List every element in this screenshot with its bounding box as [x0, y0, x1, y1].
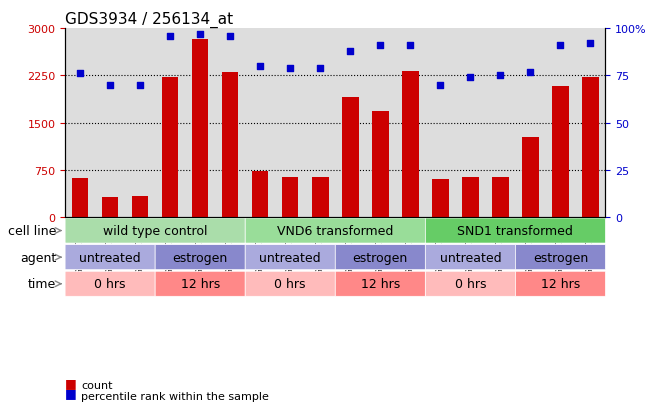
- Bar: [552, 87, 569, 218]
- Point: [435, 82, 445, 89]
- Point: [285, 65, 296, 72]
- Bar: [162, 77, 178, 218]
- Text: GDS3934 / 256134_at: GDS3934 / 256134_at: [65, 12, 233, 28]
- FancyBboxPatch shape: [425, 272, 516, 297]
- Point: [375, 43, 385, 49]
- Text: 12 hrs: 12 hrs: [180, 278, 220, 291]
- FancyBboxPatch shape: [516, 272, 605, 297]
- Bar: [132, 197, 148, 218]
- Point: [585, 41, 596, 47]
- FancyBboxPatch shape: [155, 245, 245, 270]
- Point: [75, 71, 85, 78]
- Bar: [282, 178, 299, 218]
- FancyBboxPatch shape: [65, 218, 245, 244]
- Bar: [312, 178, 329, 218]
- Text: agent: agent: [20, 251, 56, 264]
- Point: [465, 75, 475, 81]
- Text: untreated: untreated: [439, 251, 501, 264]
- Bar: [342, 98, 359, 218]
- Text: estrogen: estrogen: [173, 251, 228, 264]
- Point: [345, 48, 355, 55]
- Text: 0 hrs: 0 hrs: [275, 278, 306, 291]
- Text: untreated: untreated: [260, 251, 321, 264]
- Point: [165, 33, 175, 40]
- Text: 0 hrs: 0 hrs: [454, 278, 486, 291]
- Text: count: count: [81, 380, 113, 390]
- FancyBboxPatch shape: [516, 245, 605, 270]
- Text: untreated: untreated: [79, 251, 141, 264]
- Text: VND6 transformed: VND6 transformed: [277, 225, 393, 237]
- Bar: [72, 179, 89, 218]
- Text: wild type control: wild type control: [103, 225, 208, 237]
- FancyBboxPatch shape: [245, 272, 335, 297]
- FancyBboxPatch shape: [65, 272, 155, 297]
- Bar: [252, 172, 268, 218]
- Point: [135, 82, 145, 89]
- Text: SND1 transformed: SND1 transformed: [458, 225, 574, 237]
- Text: time: time: [28, 278, 56, 291]
- Text: percentile rank within the sample: percentile rank within the sample: [81, 391, 270, 401]
- Bar: [102, 197, 118, 218]
- Point: [555, 43, 566, 49]
- Point: [315, 65, 326, 72]
- Text: 12 hrs: 12 hrs: [361, 278, 400, 291]
- Bar: [522, 138, 538, 218]
- Bar: [462, 178, 478, 218]
- FancyBboxPatch shape: [335, 245, 425, 270]
- Point: [495, 73, 506, 79]
- Bar: [402, 72, 419, 218]
- Bar: [192, 40, 208, 218]
- Point: [255, 63, 266, 70]
- FancyBboxPatch shape: [425, 245, 516, 270]
- Text: 0 hrs: 0 hrs: [94, 278, 126, 291]
- Point: [195, 31, 206, 38]
- Text: ■: ■: [65, 387, 77, 399]
- FancyBboxPatch shape: [335, 272, 425, 297]
- Bar: [372, 112, 389, 218]
- FancyBboxPatch shape: [155, 272, 245, 297]
- Bar: [222, 73, 238, 218]
- Text: ■: ■: [65, 376, 77, 389]
- Point: [525, 69, 536, 76]
- Bar: [492, 178, 508, 218]
- Bar: [582, 77, 599, 218]
- Text: estrogen: estrogen: [533, 251, 588, 264]
- Point: [405, 43, 415, 49]
- FancyBboxPatch shape: [245, 218, 425, 244]
- FancyBboxPatch shape: [425, 218, 605, 244]
- Bar: [432, 179, 449, 218]
- FancyBboxPatch shape: [245, 245, 335, 270]
- Text: 12 hrs: 12 hrs: [541, 278, 580, 291]
- Point: [105, 82, 115, 89]
- Text: estrogen: estrogen: [353, 251, 408, 264]
- FancyBboxPatch shape: [65, 245, 155, 270]
- Text: cell line: cell line: [8, 225, 56, 237]
- Point: [225, 33, 236, 40]
